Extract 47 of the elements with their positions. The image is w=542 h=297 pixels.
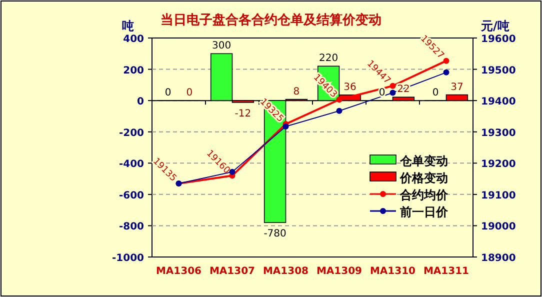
y-tick-label: 0 [137, 96, 144, 108]
x-tick-label: MA1310 [370, 266, 416, 277]
y2-tick-label: 19400 [481, 96, 516, 108]
x-tick-label: MA1309 [316, 266, 362, 277]
data-label: -780 [264, 228, 286, 240]
data-label: 0 [164, 88, 172, 99]
y-tick-label: -600 [118, 190, 144, 202]
y2-tick-label: 19100 [481, 190, 516, 202]
legend-label: 合约均价 [399, 188, 449, 202]
point [443, 69, 450, 76]
data-label: 36 [344, 82, 356, 93]
data-label: 220 [319, 53, 338, 64]
x-tick-label: MA1308 [262, 266, 309, 277]
y-tick-label: 400 [123, 34, 144, 45]
legend-label: 仓单变动 [399, 154, 448, 168]
y-tick-label: -400 [118, 159, 144, 170]
point [336, 108, 342, 114]
legend-label: 价格变动 [399, 171, 448, 185]
y2-axis-title: 元/吨 [480, 19, 510, 33]
point [390, 90, 396, 96]
y2-tick-label: 19000 [481, 222, 516, 233]
y-tick-label: -1000 [112, 253, 144, 264]
data-label: 0 [186, 88, 193, 99]
data-label: 0 [378, 88, 386, 99]
chart-title: 当日电子盘合各合约仓单及结算价变动 [160, 12, 382, 28]
y-tick-label: -800 [118, 222, 144, 233]
y2-tick-label: 19500 [481, 65, 516, 76]
data-label: 0 [432, 88, 439, 99]
y2-tick-label: 19200 [481, 159, 516, 170]
point [336, 96, 342, 103]
y-axis-title: 吨 [122, 19, 134, 33]
y2-tick-label: 18900 [481, 253, 516, 264]
x-tick-label: MA1306 [156, 266, 202, 277]
data-label: 300 [212, 40, 232, 52]
data-label: -12 [234, 108, 252, 120]
y2-tick-label: 19300 [481, 128, 516, 139]
data-label: 37 [450, 82, 464, 93]
y-tick-label: -200 [118, 128, 144, 139]
point [443, 58, 450, 64]
data-label: 8 [293, 86, 300, 98]
point [390, 82, 396, 89]
point [282, 124, 289, 130]
legend-label: 前一日价 [399, 205, 449, 219]
x-tick-label: MA1311 [423, 266, 470, 277]
x-tick-label: MA1307 [209, 266, 256, 277]
y-tick-label: 200 [123, 65, 144, 76]
y2-tick-label: 19600 [481, 34, 516, 45]
